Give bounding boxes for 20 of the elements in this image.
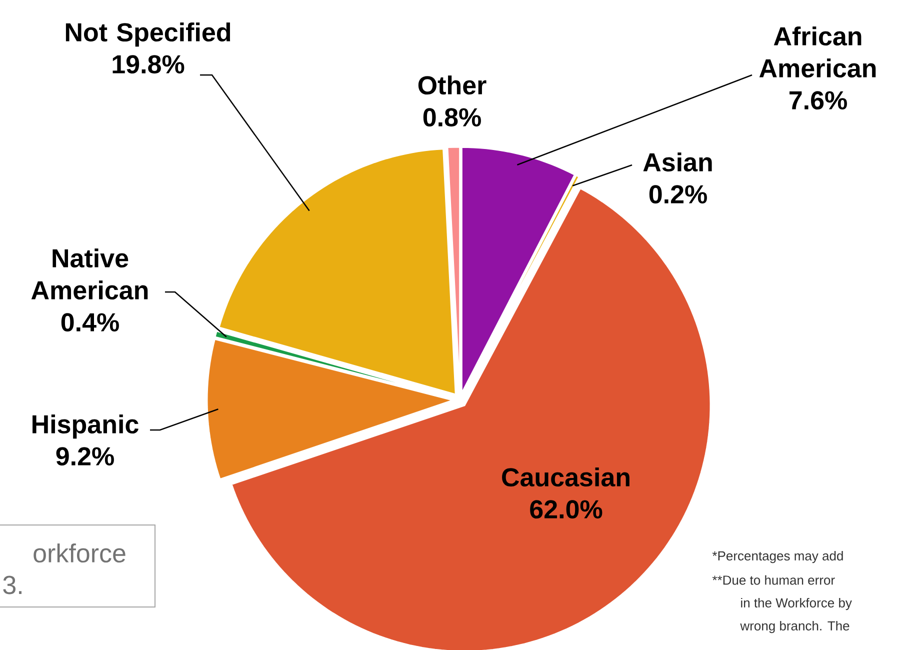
slice-label: Native American [31,248,148,300]
slice-label: African American [759,26,876,78]
slice-label: Asian [643,152,712,172]
text: orkforce [34,543,126,563]
data-label: 19.8% [112,55,184,74]
text: wrong branch. The [740,620,850,634]
slice-label: Hispanic [32,414,138,439]
data-label: 62.0% [530,500,602,519]
text: **Due to human error [712,575,835,585]
text: in the Workforce by [741,598,852,610]
data-label: 0.4% [61,313,119,332]
slice-label: Not Specified [66,22,230,47]
data-label: 0.8% [423,108,481,127]
data-label: 9.2% [56,447,114,466]
slice-label: Caucasian [502,467,630,487]
data-label: 7.6% [790,91,847,110]
data-label: 0.2% [649,185,707,204]
text: *Percentages may add [712,550,843,564]
text: 3. [3,576,22,594]
slice-label: Other [418,75,486,95]
